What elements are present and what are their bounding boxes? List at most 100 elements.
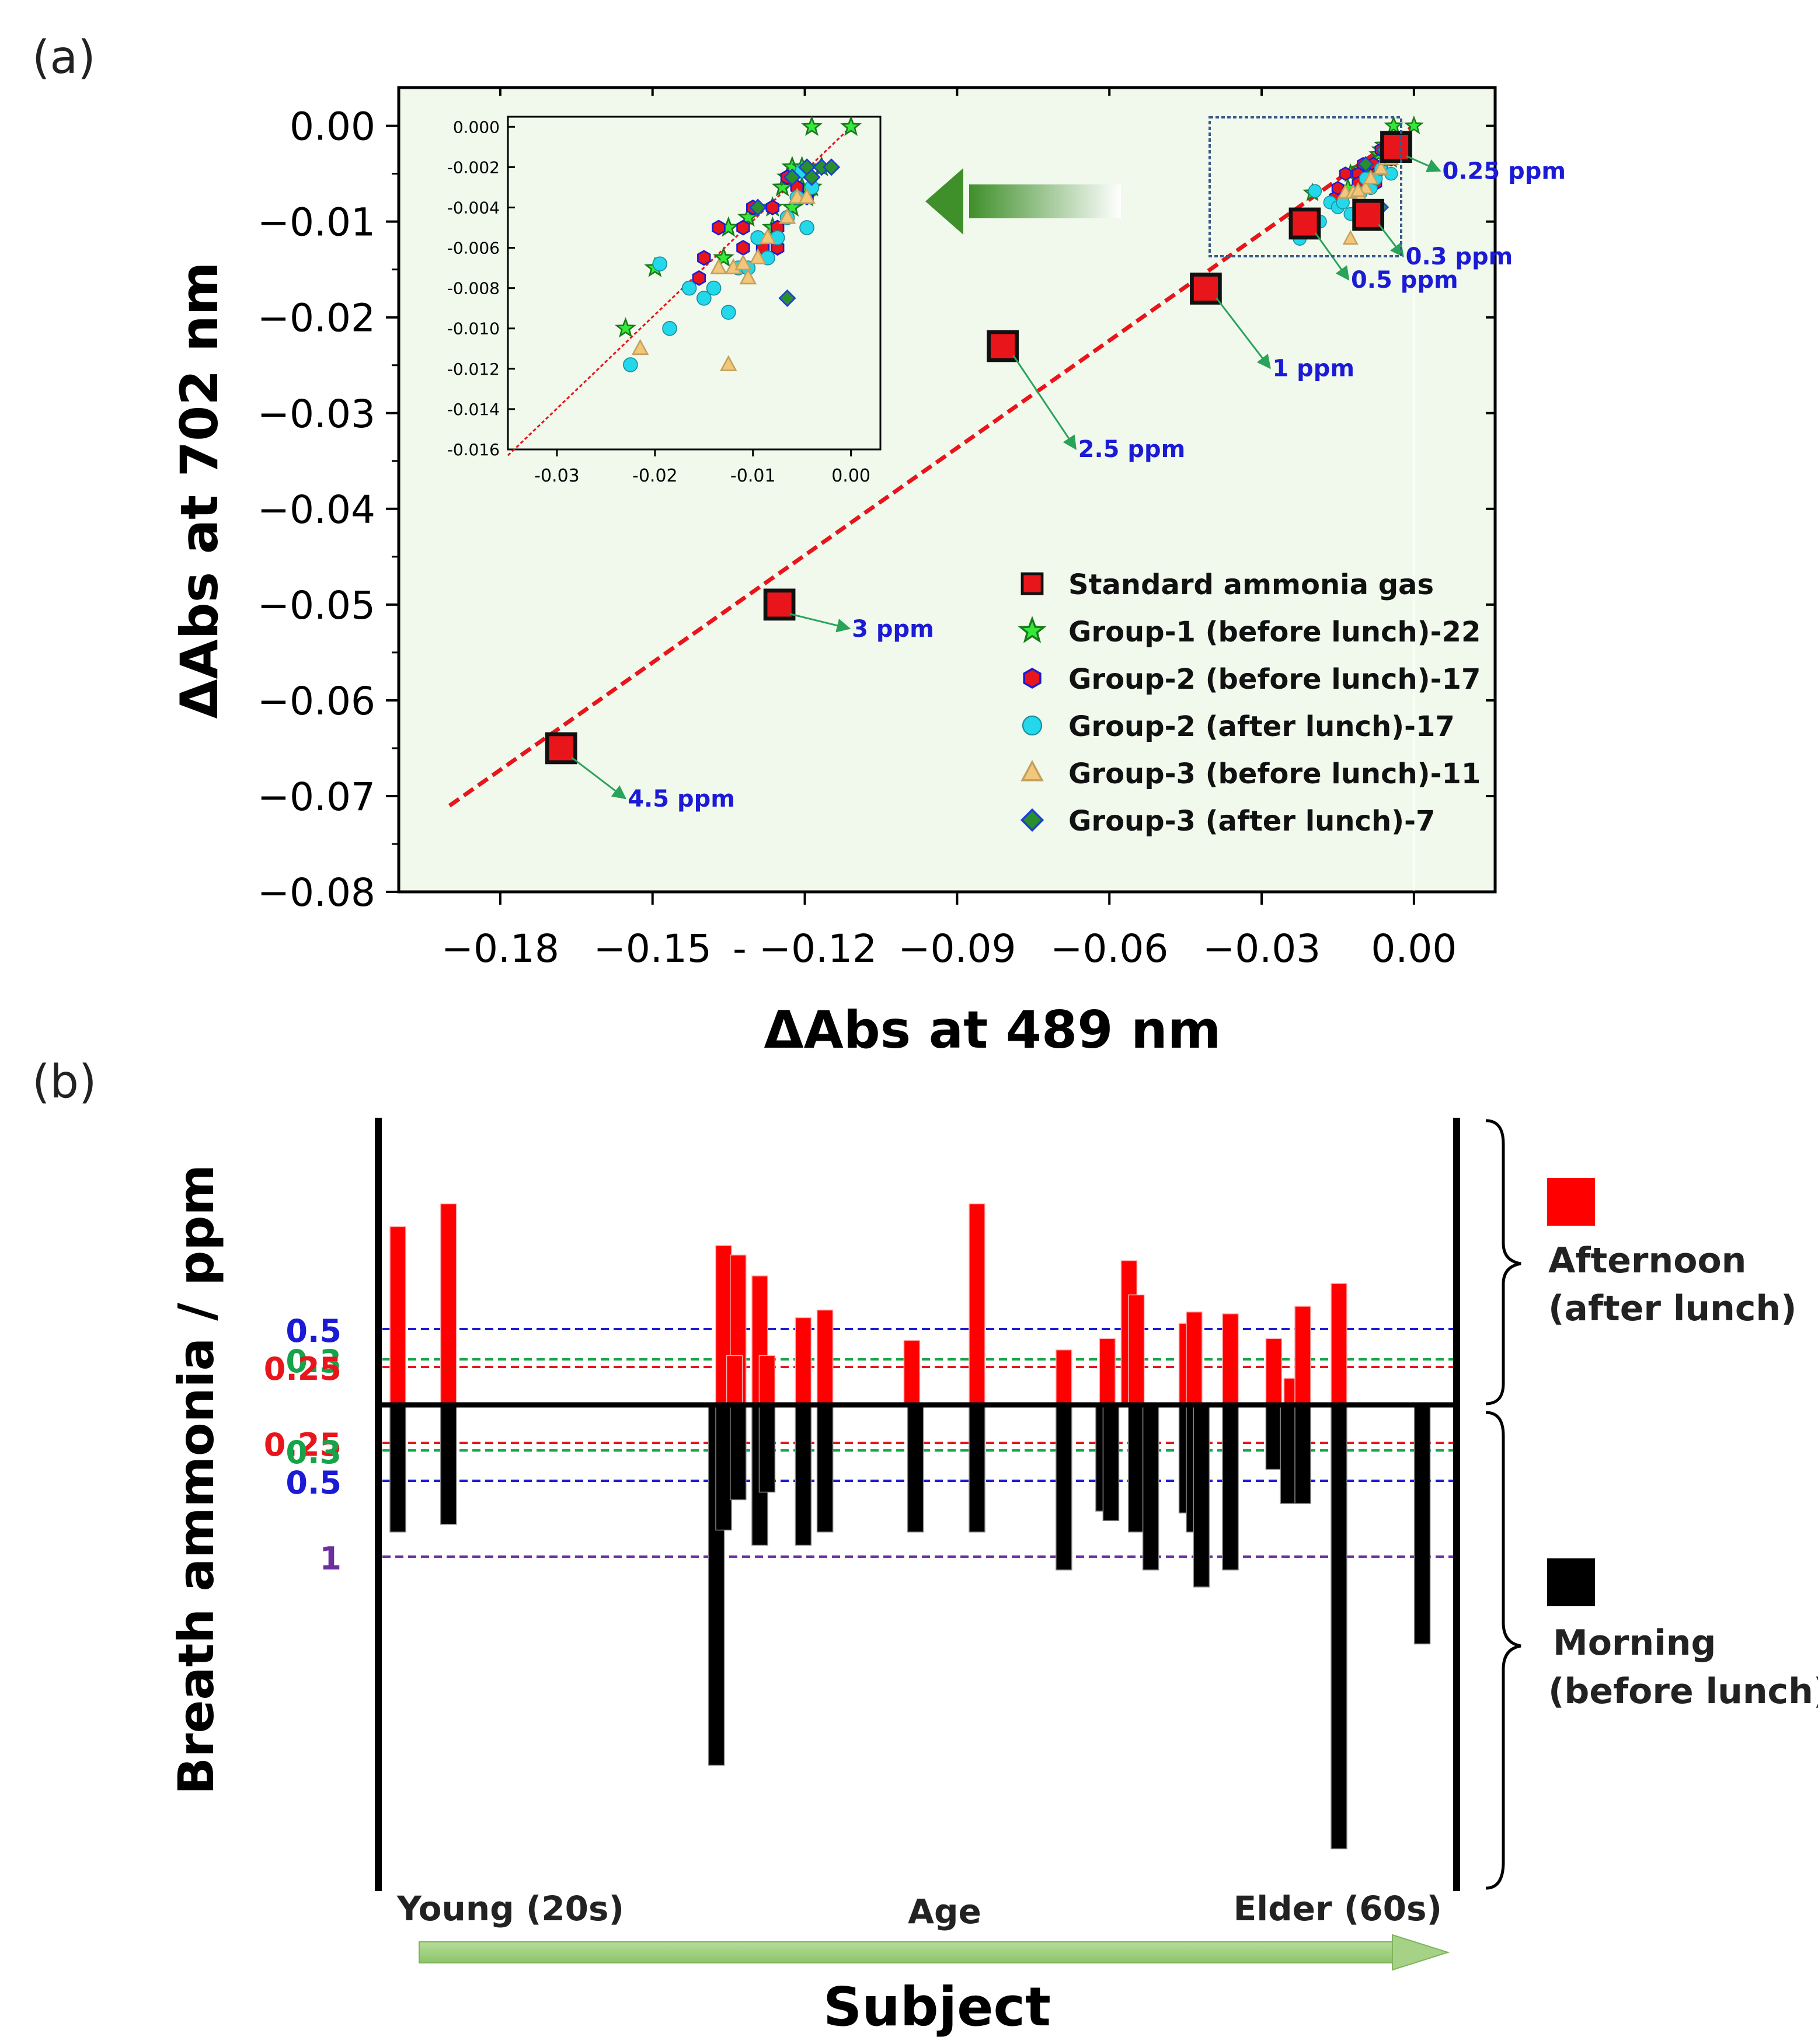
panel-a: (a) −0.18 −0.15 - −0.12 −0.09 −0.06 −0.03 0.00… xyxy=(32,32,1566,1060)
bar-morning xyxy=(1331,1404,1347,1850)
y-tick-label-a: −0.03 xyxy=(257,392,375,437)
bars-b xyxy=(389,1203,1431,1850)
scatter-point xyxy=(1339,166,1352,182)
legend-marker xyxy=(1021,572,1044,595)
x-tick-label-a: −0.09 xyxy=(898,926,1016,971)
inset-point xyxy=(736,219,750,236)
legend-morning-line1: Morning xyxy=(1553,1623,1716,1663)
y-tick-label-a: −0.01 xyxy=(257,200,375,245)
bar-morning xyxy=(907,1404,924,1533)
subject-arrow-shaft xyxy=(419,1941,1398,1963)
inset-y-tick-label: -0.010 xyxy=(447,319,500,339)
fit-line xyxy=(448,124,1415,808)
bar-morning xyxy=(1056,1404,1072,1571)
inset-point xyxy=(801,115,823,136)
bar-afternoon xyxy=(816,1309,834,1405)
inset-point xyxy=(710,258,727,275)
inset-point xyxy=(712,219,726,236)
annotation-label: 1 ppm xyxy=(1272,355,1354,382)
bar-morning xyxy=(1280,1404,1297,1504)
bar-afternoon xyxy=(758,1355,776,1405)
fit-line-a xyxy=(448,124,1415,891)
legend-label: Group-1 (before lunch)-22 xyxy=(1068,616,1481,648)
annotation-label: 0.25 ppm xyxy=(1442,158,1566,185)
x-axis-title-a: ΔAbs at 489 nm xyxy=(764,1000,1221,1060)
bar-afternoon xyxy=(1056,1349,1072,1405)
inset-point xyxy=(652,256,668,272)
panel-a-label: (a) xyxy=(32,32,96,84)
y-tick-label-a: −0.08 xyxy=(257,870,375,915)
inset-point xyxy=(737,206,759,227)
legend-swatch-afternoon xyxy=(1547,1178,1595,1226)
bar-morning xyxy=(969,1404,985,1533)
scatter-point xyxy=(1308,184,1322,198)
scatter-point xyxy=(1363,169,1379,184)
inset-point xyxy=(778,289,796,307)
bar-morning xyxy=(1102,1404,1120,1521)
legend-a: Standard ammonia gas Group-1 (before lunc… xyxy=(1018,568,1481,838)
bar-morning xyxy=(1265,1404,1283,1470)
reference-label-bottom: 0.5 xyxy=(285,1464,342,1501)
standard-point xyxy=(1380,131,1412,163)
x-label-age: Age xyxy=(908,1892,981,1931)
legend-marker xyxy=(1023,667,1042,689)
legend-marker xyxy=(1018,616,1047,643)
annotation-label: 0.5 ppm xyxy=(1351,267,1458,294)
bar-afternoon xyxy=(969,1203,985,1405)
x-tick-label-a: −0.18 xyxy=(441,926,559,971)
bar-morning xyxy=(715,1404,732,1531)
y-tick-label-a: −0.04 xyxy=(257,487,375,532)
zoom-arrow xyxy=(969,184,1121,218)
scatter-point xyxy=(1350,182,1366,197)
bar-afternoon xyxy=(1265,1338,1283,1405)
annotation-label: 0.3 ppm xyxy=(1406,243,1513,270)
inset-point xyxy=(706,280,722,296)
inset-point xyxy=(759,228,776,245)
y-tick-label-a: −0.06 xyxy=(257,679,375,724)
reference-label-bottom: 1 xyxy=(319,1540,342,1577)
inset-point xyxy=(712,246,734,267)
reference-label-bottom: 0.3 xyxy=(285,1434,342,1471)
inset-y-tick-label: -0.008 xyxy=(447,279,500,298)
reference-label-top: 0.25 xyxy=(264,1351,342,1387)
x-label-elder: Elder (60s) xyxy=(1234,1889,1442,1928)
x-axis-title-b: Subject xyxy=(823,1976,1051,2038)
brace-morning xyxy=(1485,1411,1521,1890)
inset-point xyxy=(631,339,649,355)
inset-scatter xyxy=(615,115,862,372)
annotation-arrow xyxy=(1406,155,1441,173)
inset-y-tick-label: -0.016 xyxy=(447,440,500,459)
inset-point xyxy=(783,168,801,186)
bar-morning xyxy=(758,1404,776,1493)
legend-afternoon-line1: Afternoon xyxy=(1548,1240,1746,1281)
x-label-young: Young (20s) xyxy=(396,1889,624,1928)
bar-morning xyxy=(1413,1404,1431,1645)
legend-marker xyxy=(1021,759,1044,782)
inset-point xyxy=(623,357,638,372)
bar-morning xyxy=(816,1404,834,1533)
subject-arrow-head xyxy=(1392,1934,1450,1971)
standard-point xyxy=(763,588,796,621)
bar-afternoon xyxy=(1331,1283,1347,1405)
scatter-point xyxy=(1357,156,1374,173)
legend-label: Standard ammonia gas xyxy=(1068,568,1434,601)
bar-afternoon xyxy=(1128,1294,1145,1405)
inset-y-tick-label: -0.014 xyxy=(447,400,500,419)
scatter-point xyxy=(1404,115,1424,134)
reference-label-top: 0.3 xyxy=(285,1343,342,1380)
legend-afternoon-line2: (after lunch) xyxy=(1548,1288,1797,1329)
axis-ticks-a: −0.18 −0.15 - −0.12 −0.09 −0.06 −0.03 0.00 0.00… xyxy=(257,88,1495,971)
standard-point xyxy=(1190,273,1222,305)
inset-point xyxy=(840,115,862,136)
inset-point xyxy=(765,199,780,215)
inset-x-tick-label: -0.03 xyxy=(534,466,580,486)
inset-x-tick-label: -0.01 xyxy=(730,466,776,486)
inset-point xyxy=(822,158,841,176)
legend-swatch-morning xyxy=(1547,1558,1595,1606)
legend-label: Group-2 (after lunch)-17 xyxy=(1068,710,1455,743)
inset-x-tick-label: -0.02 xyxy=(632,466,678,486)
bar-morning xyxy=(795,1404,812,1546)
x-tick-label-a: −0.15 xyxy=(594,926,712,971)
x-tick-label-a: - −0.12 xyxy=(733,926,877,971)
